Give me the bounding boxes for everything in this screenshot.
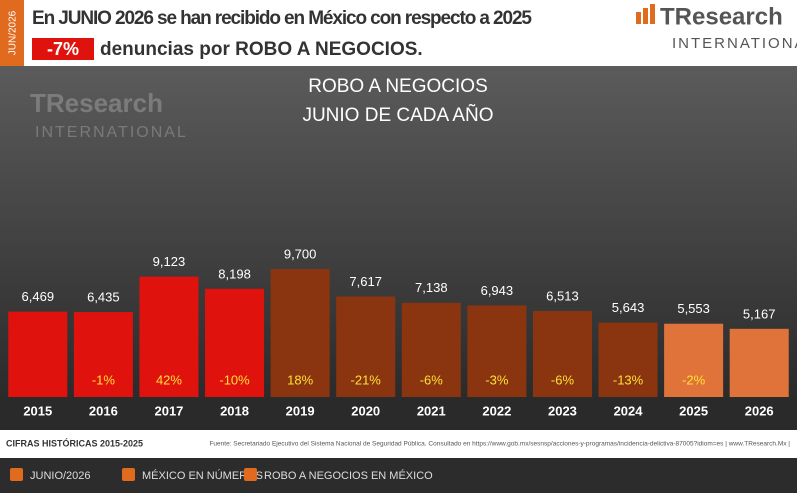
value-label: 6,943 bbox=[481, 283, 514, 298]
bars: 6,469 2015 6,435 -1% 2016 9,123 42% 2017 8,198 -1… bbox=[8, 246, 789, 418]
change-label: -13% bbox=[613, 372, 644, 387]
x-tick-label: 2015 bbox=[23, 403, 52, 418]
logo-sub: INTERNATIONAL bbox=[672, 35, 797, 52]
bar bbox=[8, 311, 68, 397]
logo-bar bbox=[643, 8, 648, 24]
nav-item: JUNIO/2026 bbox=[30, 470, 91, 482]
headline: En JUNIO 2026 se han recibido en México … bbox=[32, 8, 532, 29]
x-tick-label: 2023 bbox=[548, 403, 577, 418]
value-label: 7,138 bbox=[415, 280, 448, 295]
x-tick-label: 2016 bbox=[89, 403, 118, 418]
nav-icon bbox=[122, 468, 135, 481]
logo: TResearch INTERNATIONAL bbox=[636, 3, 797, 52]
change-label: -10% bbox=[219, 372, 250, 387]
watermark: TResearch INTERNATIONAL bbox=[30, 88, 188, 141]
nav-item: MÉXICO EN NÚMEROS bbox=[142, 469, 263, 482]
change-label: -6% bbox=[420, 372, 444, 387]
x-tick-label: 2024 bbox=[614, 403, 644, 418]
nav-icon bbox=[10, 468, 23, 481]
change-value: -7% bbox=[47, 39, 79, 59]
nav-icon bbox=[244, 468, 257, 481]
logo-bar bbox=[636, 12, 641, 24]
nav-item: ROBO A NEGOCIOS EN MÉXICO bbox=[264, 469, 433, 482]
value-label: 6,513 bbox=[546, 288, 579, 303]
chart-title: ROBO A NEGOCIOS bbox=[308, 76, 488, 97]
bar bbox=[336, 296, 396, 397]
x-tick-label: 2017 bbox=[154, 403, 183, 418]
bar bbox=[664, 323, 724, 397]
year-row bbox=[0, 400, 797, 430]
bar bbox=[401, 302, 461, 397]
nav: JUNIO/2026 MÉXICO EN NÚMEROS ROBO A NEGOCI… bbox=[10, 468, 433, 482]
x-tick-label: 2018 bbox=[220, 403, 249, 418]
bar bbox=[467, 305, 527, 397]
change-label: -2% bbox=[682, 372, 706, 387]
bar bbox=[598, 322, 658, 397]
change-label: -1% bbox=[92, 372, 116, 387]
change-label: -6% bbox=[551, 372, 575, 387]
chart-subtitle: JUNIO DE CADA AÑO bbox=[302, 104, 493, 126]
value-label: 5,167 bbox=[743, 306, 776, 321]
value-label: 6,435 bbox=[87, 290, 120, 305]
value-label: 8,198 bbox=[218, 266, 251, 281]
change-label: 18% bbox=[287, 372, 313, 387]
bar bbox=[139, 276, 199, 397]
value-label: 9,123 bbox=[153, 254, 186, 269]
change-label: -21% bbox=[351, 372, 382, 387]
watermark-text: TResearch bbox=[30, 88, 163, 118]
value-label: 7,617 bbox=[349, 274, 382, 289]
date-tab-text: JUN/2026 bbox=[8, 10, 19, 55]
value-label: 9,700 bbox=[284, 246, 317, 261]
value-label: 5,643 bbox=[612, 300, 645, 315]
headline: denuncias por ROBO A NEGOCIOS. bbox=[100, 39, 423, 60]
x-tick-label: 2020 bbox=[351, 403, 380, 418]
bar bbox=[729, 328, 789, 397]
footer bbox=[0, 432, 797, 457]
value-label: 5,553 bbox=[677, 301, 710, 316]
change-label: 42% bbox=[156, 372, 182, 387]
x-tick-label: 2026 bbox=[745, 403, 774, 418]
change-box bbox=[32, 38, 94, 60]
value-label: 6,469 bbox=[22, 289, 55, 304]
date-tab bbox=[0, 0, 24, 66]
footer-source: Fuente: Secretariado Ejecutivo del Siste… bbox=[209, 441, 790, 448]
x-tick-label: 2021 bbox=[417, 403, 446, 418]
bar bbox=[73, 312, 133, 397]
logo-text: TResearch bbox=[660, 3, 783, 30]
change-label: -3% bbox=[485, 372, 509, 387]
watermark-sub: INTERNATIONAL bbox=[35, 124, 188, 141]
logo-bar bbox=[650, 4, 655, 24]
bar bbox=[205, 288, 265, 397]
x-tick-label: 2019 bbox=[286, 403, 315, 418]
bar bbox=[270, 269, 330, 397]
x-tick-label: 2025 bbox=[679, 403, 708, 418]
footer-period: CIFRAS HISTÓRICAS 2015-2025 bbox=[6, 437, 143, 448]
bar bbox=[532, 311, 592, 397]
x-tick-label: 2022 bbox=[482, 403, 511, 418]
